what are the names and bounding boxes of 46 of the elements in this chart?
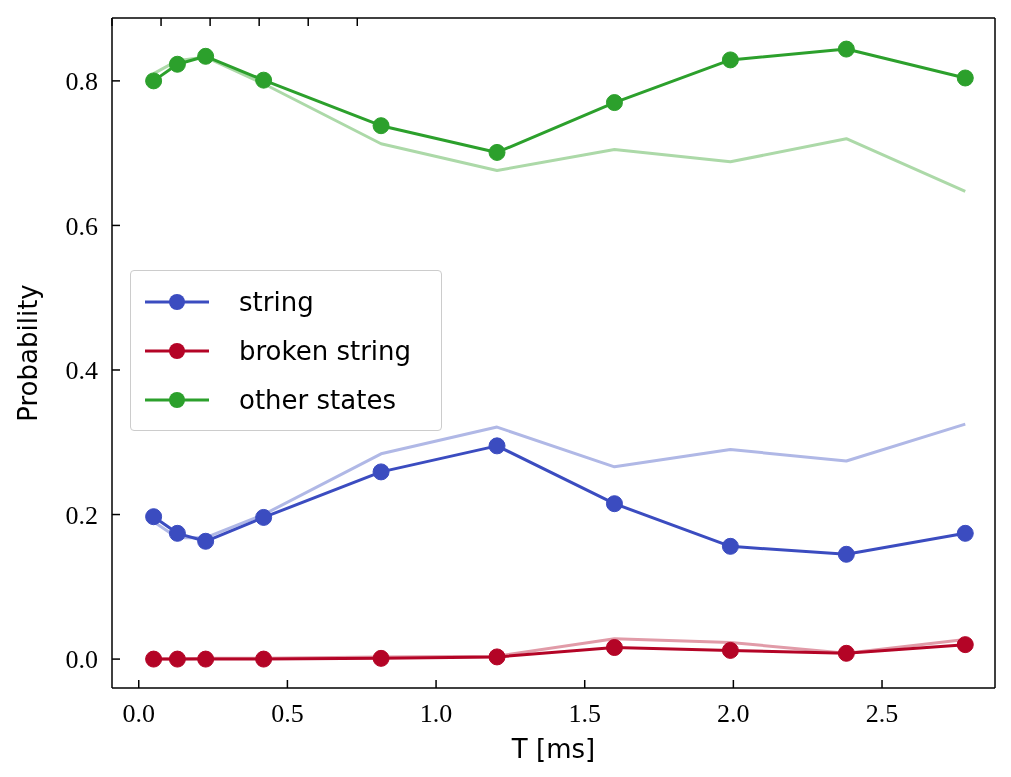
point — [721, 537, 739, 555]
point — [145, 650, 163, 668]
y-tick-label: 0.8 — [65, 67, 98, 97]
point — [721, 641, 739, 659]
x-tick-label: 1.5 — [568, 699, 601, 729]
point — [145, 72, 163, 90]
legend-label: string — [239, 286, 314, 317]
y-tick-label: 0.4 — [65, 356, 98, 386]
point — [372, 463, 390, 481]
legend-label: other states — [239, 384, 396, 415]
point — [488, 648, 506, 666]
point — [956, 524, 974, 542]
point — [372, 649, 390, 667]
point — [168, 524, 186, 542]
legend-label: broken string — [239, 335, 412, 366]
y-tick-label: 0.6 — [65, 211, 98, 241]
y-tick-label: 0.0 — [65, 645, 98, 675]
point — [837, 644, 855, 662]
point — [197, 650, 215, 668]
point — [956, 636, 974, 654]
x-axis-title: T [ms] — [510, 734, 596, 764]
point — [605, 639, 623, 657]
y-tick-label: 0.2 — [65, 500, 98, 530]
point — [488, 143, 506, 161]
point — [255, 508, 273, 526]
point — [197, 47, 215, 65]
x-tick-label: 2.5 — [865, 699, 899, 729]
point — [605, 94, 623, 112]
y-axis-title: Probability — [13, 284, 44, 422]
point — [197, 532, 215, 550]
x-tick-label: 2.0 — [717, 699, 750, 729]
point — [372, 117, 390, 135]
point — [488, 437, 506, 455]
point — [837, 545, 855, 563]
point — [605, 495, 623, 513]
point — [168, 650, 186, 668]
point — [145, 508, 163, 526]
point — [837, 40, 855, 58]
point — [168, 55, 186, 73]
point — [255, 71, 273, 89]
x-tick-label: 0.5 — [271, 699, 304, 729]
point — [721, 51, 739, 69]
point — [956, 69, 974, 87]
point — [255, 650, 273, 668]
x-tick-label: 1.0 — [419, 699, 453, 729]
x-tick-label: 0.0 — [122, 699, 156, 729]
